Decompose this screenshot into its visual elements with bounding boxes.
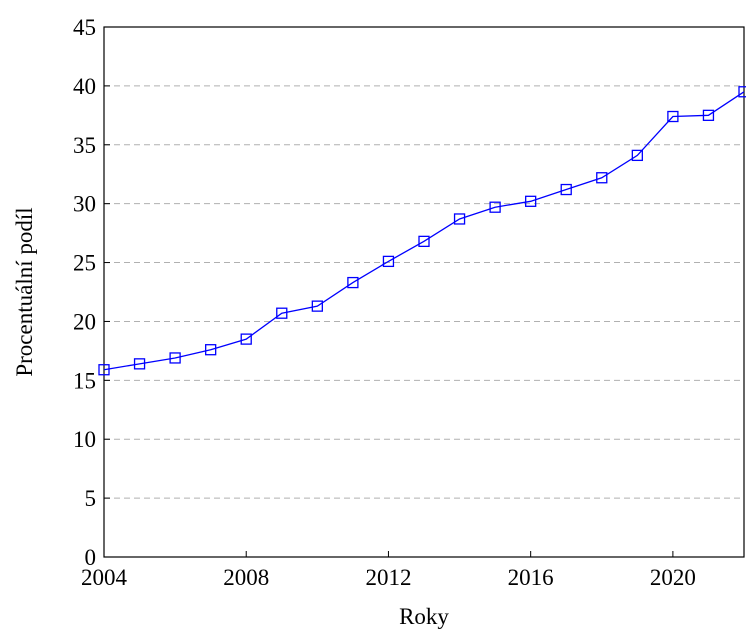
marker — [453, 213, 466, 225]
marker — [418, 235, 430, 248]
y-tick-label: 25 — [73, 251, 96, 276]
marker — [169, 352, 181, 364]
x-tick-label: 2008 — [223, 565, 269, 590]
y-tick-label: 45 — [73, 15, 96, 40]
x-tick-label: 2004 — [81, 565, 128, 590]
marker — [667, 110, 679, 123]
y-tick-label: 40 — [73, 74, 96, 99]
marker — [240, 333, 252, 345]
marker — [596, 172, 608, 184]
y-tick-label: 10 — [73, 427, 96, 452]
y-tick-label: 15 — [73, 368, 96, 393]
marker — [205, 344, 217, 356]
line — [103, 91, 745, 371]
x-axis-label: Roky — [399, 604, 449, 629]
y-tick-label: 0 — [85, 545, 97, 570]
marker — [98, 364, 110, 376]
y-tick-label: 30 — [73, 192, 96, 217]
marker — [560, 183, 572, 196]
marker — [311, 300, 323, 312]
y-axis-label: Procentuální podíl — [12, 207, 37, 376]
y-tick-label: 5 — [85, 486, 97, 511]
x-tick-label: 2016 — [508, 565, 554, 590]
marker — [133, 358, 146, 370]
marker — [525, 195, 537, 207]
y-tick-label: 35 — [73, 133, 96, 158]
x-tick-label: 2012 — [365, 565, 411, 590]
marker — [276, 307, 288, 319]
marker — [347, 276, 359, 289]
marker — [382, 255, 395, 268]
marker — [738, 86, 746, 98]
y-tick-label: 20 — [73, 309, 96, 334]
plot-frame — [103, 26, 745, 558]
marker — [631, 149, 643, 162]
x-tick-label: 2020 — [650, 565, 696, 590]
marker — [702, 109, 715, 121]
marker — [489, 201, 501, 213]
